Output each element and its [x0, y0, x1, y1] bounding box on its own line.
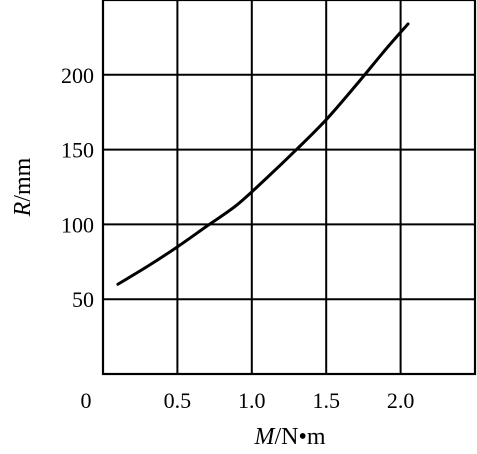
- x-tick-label: 0.5: [164, 388, 192, 413]
- y-tick-label: 50: [72, 287, 94, 312]
- y-tick-label: 100: [61, 212, 94, 237]
- x-tick-label: 2.0: [387, 388, 415, 413]
- x-tick-labels: 0.5 1.0 1.5 2.0: [164, 388, 415, 413]
- origin-label: 0: [81, 388, 92, 413]
- y-tick-labels: 50 100 150 200: [61, 63, 94, 312]
- series-line-0: [116, 22, 410, 286]
- plot-frame: [101, 0, 477, 376]
- x-tick-label: 1.5: [312, 388, 340, 413]
- grid: [103, 0, 475, 374]
- y-tick-label: 150: [61, 138, 94, 163]
- y-tick-label: 200: [61, 63, 94, 88]
- x-axis-label: M/N•m: [253, 424, 325, 450]
- x-tick-label: 1.0: [238, 388, 266, 413]
- y-axis-label: R/mm: [10, 157, 36, 217]
- series-group: [116, 22, 410, 286]
